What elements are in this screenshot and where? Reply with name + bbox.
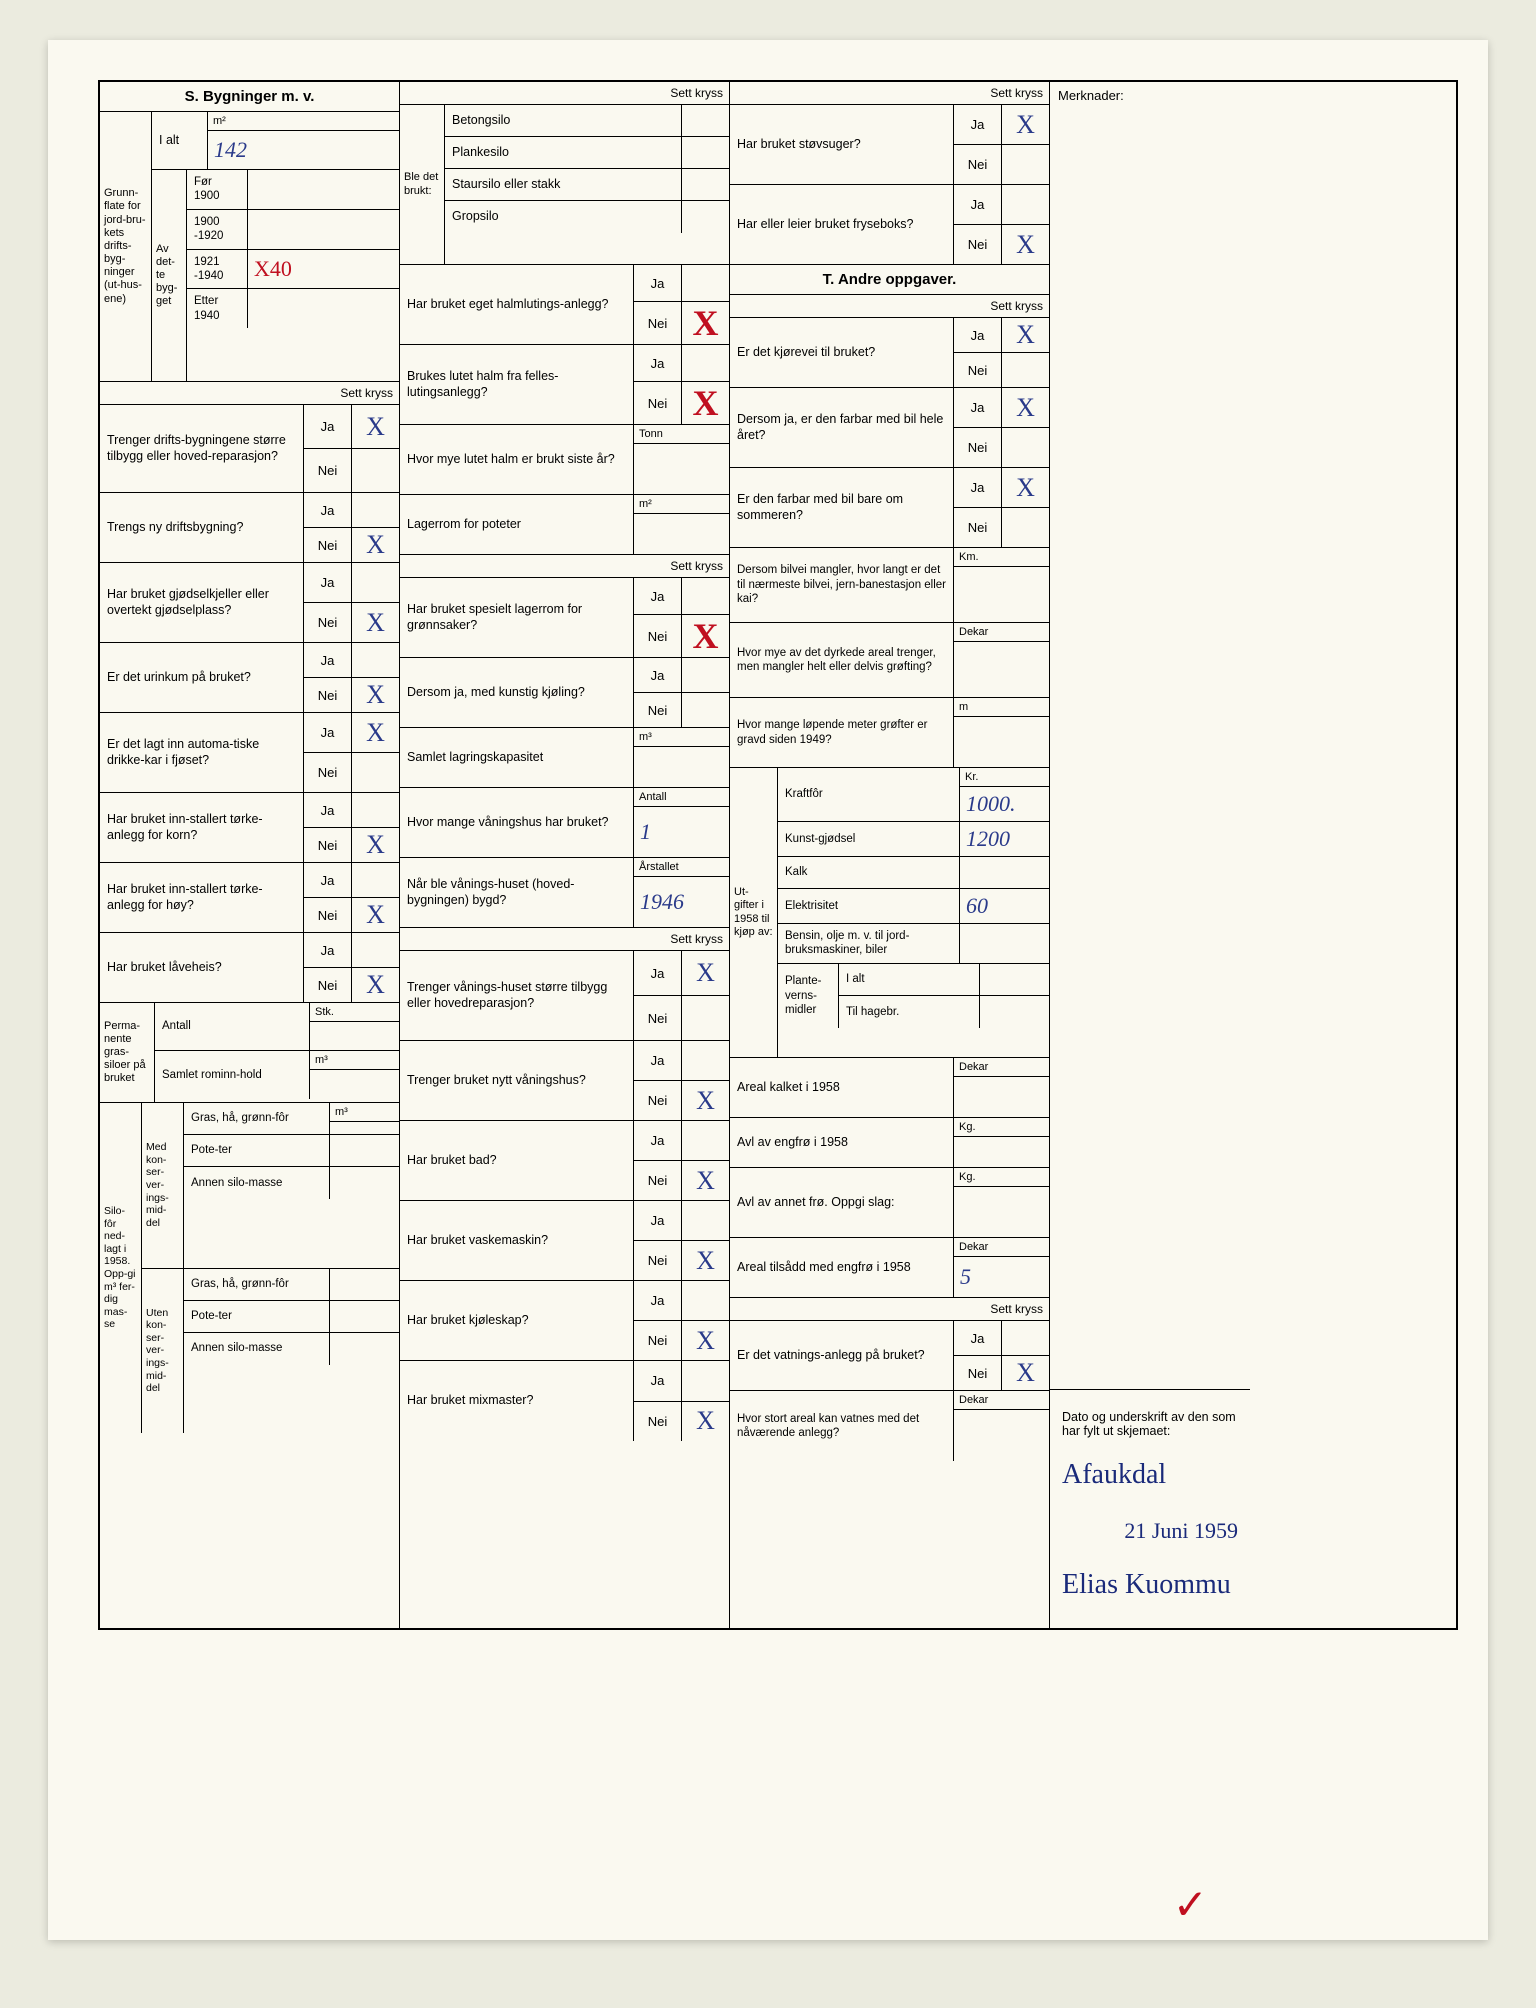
trenger-van: Trenger vånings-huset større tilbygg ell…	[400, 951, 729, 1041]
gjodselkjeller: Har bruket gjødselkjeller eller overtekt…	[100, 563, 399, 643]
red-check-mark: ✓	[1173, 1880, 1208, 1930]
mixmaster: Har bruket mixmaster? Ja NeiX	[400, 1361, 729, 1441]
trenger-drifts: Trenger drifts-bygningene større tilbygg…	[100, 405, 399, 493]
trenger-drifts-nei-box[interactable]	[351, 449, 399, 492]
etter1940-val[interactable]	[247, 289, 343, 328]
grofter: Hvor mange løpende meter grøfter er grav…	[730, 698, 1049, 768]
lagerrom-gronn: Har bruket spesielt lagerrom for grønnsa…	[400, 578, 729, 658]
grassiloer: Perma-nente gras-siloer på bruket Antall…	[100, 1003, 399, 1103]
p1900-val[interactable]	[247, 210, 343, 249]
grunnflate-block: Grunn-flate for jord-bru-kets drifts-byg…	[100, 112, 399, 382]
laveheis: Har bruket låveheis? Ja NeiX	[100, 933, 399, 1003]
vaskemaskin: Har bruket vaskemaskin? Ja NeiX	[400, 1201, 729, 1281]
grunnflate-label: Grunn-flate for jord-bru-kets drifts-byg…	[100, 112, 152, 381]
column-s: S. Bygninger m. v. Grunn-flate for jord-…	[100, 82, 400, 1628]
lagerrom-poteter: Lagerrom for poteter m²	[400, 495, 729, 555]
form-page: S. Bygninger m. v. Grunn-flate for jord-…	[48, 40, 1488, 1940]
auto-drikk: Er det lagt inn automa-tiske drikke-kar …	[100, 713, 399, 793]
trenger-drifts-ja-box[interactable]: X	[351, 405, 399, 448]
vaningshus: Hvor mange våningshus har bruket? Antall…	[400, 788, 729, 858]
halmluting: Har bruket eget halmlutings-anlegg? Ja N…	[400, 265, 729, 345]
trengs-ny: Trengs ny driftsbygning? Ja NeiX	[100, 493, 399, 563]
torke-hoy: Har bruket inn-stallert tørke-anlegg for…	[100, 863, 399, 933]
kjorevei: Er det kjørevei til bruket? JaX Nei	[730, 318, 1049, 388]
annet-fro: Avl av annet frø. Oppgi slag: Kg.	[730, 1168, 1049, 1238]
ialt-value: 142	[214, 137, 247, 163]
signature-label: Dato og underskrift av den som har fylt …	[1062, 1410, 1238, 1438]
m2-unit: m²	[208, 112, 399, 131]
fryseboks: Har eller leier bruket fryseboks? Ja Nei…	[730, 185, 1049, 265]
ble-brukt: Ble det brukt: Betongsilo Plankesilo Sta…	[400, 105, 729, 265]
ialt-label: I alt	[152, 112, 207, 169]
for1900-val[interactable]	[247, 170, 343, 209]
silofor: Silo-fôr ned-lagt i 1958. Opp-gi m³ fer-…	[100, 1103, 399, 1433]
column-2: Sett kryss Ble det brukt: Betongsilo Pla…	[400, 82, 730, 1628]
utgifter: Ut-gifter i 1958 til kjøp av: KraftfôrKr…	[730, 768, 1049, 1058]
signature-area: Dato og underskrift av den som har fylt …	[1050, 1389, 1250, 1628]
dyrkede-areal: Hvor mye av det dyrkede areal trenger, m…	[730, 623, 1049, 698]
bilvei-mangler: Dersom bilvei mangler, hvor langt er det…	[730, 548, 1049, 623]
samlet-lagr: Samlet lagringskapasitet m³	[400, 728, 729, 788]
column-notes: Merknader: Dato og underskrift av den so…	[1050, 82, 1250, 1628]
vatnes: Hvor stort areal kan vatnes med det nåvæ…	[730, 1391, 1049, 1461]
signature-line1: Afaukdal	[1062, 1453, 1238, 1498]
av-dette-label: Av det-te byg-get	[152, 170, 187, 381]
nar-bygd: Når ble vånings-huset (hoved-bygningen) …	[400, 858, 729, 928]
engfro: Avl av engfrø i 1958 Kg.	[730, 1118, 1049, 1168]
header-t: T. Andre oppgaver.	[730, 265, 1049, 295]
tilsadd: Areal tilsådd med engfrø i 1958 Dekar5	[730, 1238, 1049, 1298]
urinkum: Er det urinkum på bruket? Ja NeiX	[100, 643, 399, 713]
header-s: S. Bygninger m. v.	[100, 82, 399, 112]
for1900: Før 1900	[187, 170, 247, 209]
p1900-1920: 1900 -1920	[187, 210, 247, 249]
etter1940: Etter 1940	[187, 289, 247, 328]
sett-kryss-2: Sett kryss	[400, 82, 729, 105]
column-3: Sett kryss Har bruket støvsuger? JaX Nei…	[730, 82, 1050, 1628]
torke-korn: Har bruket inn-stallert tørke-anlegg for…	[100, 793, 399, 863]
form-grid: S. Bygninger m. v. Grunn-flate for jord-…	[98, 80, 1458, 1630]
grunnflate-nested: I alt m² 142 Av det-te byg-get Før 1900 …	[152, 112, 399, 381]
p1921-val[interactable]: X40	[247, 250, 343, 289]
sett-kryss-1: Sett kryss	[100, 382, 399, 405]
kjoleskap: Har bruket kjøleskap? Ja NeiX	[400, 1281, 729, 1361]
farbar-aar: Dersom ja, er den farbar med bil hele år…	[730, 388, 1049, 468]
areal-kalket: Areal kalket i 1958 Dekar	[730, 1058, 1049, 1118]
stovsuger: Har bruket støvsuger? JaX Nei	[730, 105, 1049, 185]
signature-line3: Elias Kuommu	[1062, 1563, 1238, 1608]
p1921-1940: 1921 -1940	[187, 250, 247, 289]
nytt-van: Trenger bruket nytt våningshus? Ja NeiX	[400, 1041, 729, 1121]
vatnings: Er det vatnings-anlegg på bruket? Ja Nei…	[730, 1321, 1049, 1391]
merknader-label: Merknader:	[1050, 82, 1250, 109]
felles-luting: Brukes lutet halm fra felles-lutingsanle…	[400, 345, 729, 425]
hvor-mye-halm: Hvor mye lutet halm er brukt siste år? T…	[400, 425, 729, 495]
bad: Har bruket bad? Ja NeiX	[400, 1121, 729, 1201]
farbar-sommer: Er den farbar med bil bare om sommeren? …	[730, 468, 1049, 548]
signature-date: 21 Juni 1959	[1062, 1513, 1238, 1548]
kjoling: Dersom ja, med kunstig kjøling? Ja Nei	[400, 658, 729, 728]
